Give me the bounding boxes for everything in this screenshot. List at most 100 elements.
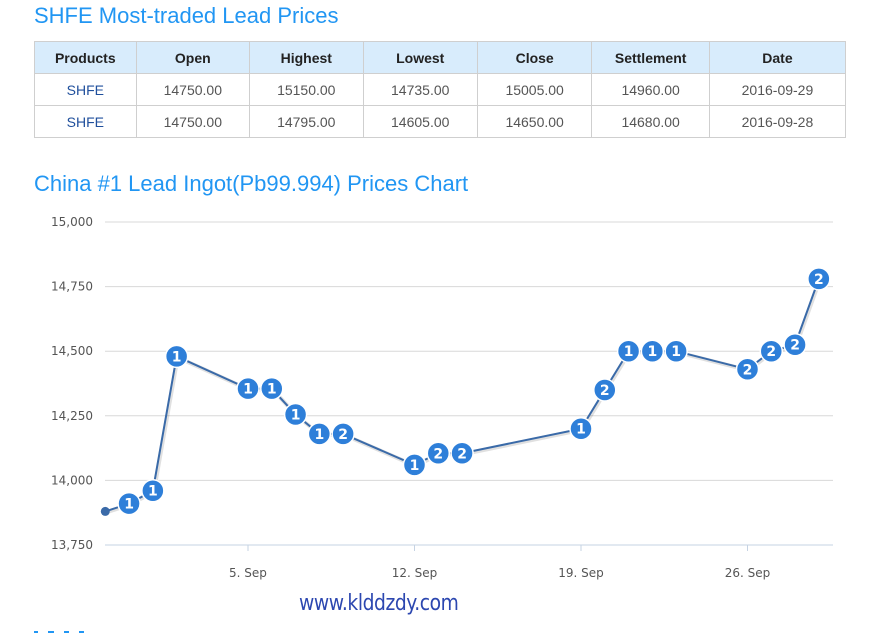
event-flag-1[interactable]: 1: [664, 339, 688, 363]
event-flag-2[interactable]: 2: [759, 339, 784, 363]
watermark: www.klddzdy.com: [299, 591, 459, 616]
flag-label: 2: [457, 446, 467, 462]
col-lowest: Lowest: [362, 41, 478, 74]
cell-open: 14750.00: [135, 73, 251, 106]
event-flag-2[interactable]: 2: [735, 357, 760, 382]
y-tick-label: 14,250: [51, 409, 93, 423]
flag-label: 1: [671, 344, 681, 360]
lead-ingot-chart-title: China #1 Lead Ingot(Pb99.994) Prices Cha…: [34, 171, 469, 196]
flag-circle: [117, 491, 141, 516]
event-flag-1[interactable]: 1: [236, 376, 260, 401]
table-row: SHFE 14750.00 14795.00 14605.00 14650.00…: [34, 105, 847, 138]
chart-gridlines: [105, 221, 833, 546]
event-flag-2[interactable]: 2: [331, 422, 355, 446]
flag-circle: [164, 344, 189, 369]
flag-label: 2: [790, 338, 800, 354]
event-flag-2[interactable]: 2: [783, 332, 807, 357]
event-flag-1[interactable]: 1: [283, 402, 308, 427]
y-tick-label: 14,000: [51, 473, 93, 487]
flag-circle: [783, 332, 807, 357]
point-marker[interactable]: [100, 506, 110, 516]
col-highest: Highest: [249, 41, 364, 74]
flag-circle: [593, 378, 617, 402]
flag-circle: [664, 339, 688, 363]
event-flag-2[interactable]: 2: [807, 267, 831, 291]
event-flag-1[interactable]: 1: [640, 339, 665, 363]
cell-highest: 15150.00: [249, 73, 364, 106]
event-flag-1[interactable]: 1: [260, 376, 284, 401]
flag-label: 1: [576, 422, 586, 438]
col-date: Date: [708, 41, 847, 74]
flag-circle: [260, 376, 284, 401]
flag-label: 2: [743, 362, 753, 378]
cell-lowest: 14735.00: [362, 73, 478, 106]
event-flag-1[interactable]: 1: [164, 344, 189, 369]
flag-label: 2: [433, 446, 443, 462]
flag-label: 1: [314, 427, 324, 443]
event-flag-1[interactable]: 1: [117, 491, 141, 516]
series-line[interactable]: [104, 278, 820, 513]
cell-date: 2016-09-28: [708, 105, 847, 138]
cell-settlement: 14680.00: [591, 105, 710, 138]
col-open: Open: [135, 41, 251, 74]
flag-label: 1: [243, 382, 253, 398]
flag-circle: [640, 339, 665, 363]
cell-close: 14650.00: [476, 105, 593, 138]
col-products: Products: [34, 41, 137, 74]
event-flag-1[interactable]: 1: [307, 422, 332, 446]
flag-label: 1: [148, 484, 158, 500]
flag-label: 1: [124, 497, 134, 513]
x-axis: 5. Sep 12. Sep 19. Sep 26. Sep: [229, 545, 770, 580]
flag-label: 2: [338, 427, 348, 443]
shfe-prices-title: SHFE Most-traded Lead Prices: [34, 3, 339, 28]
event-flag-1[interactable]: 1: [616, 339, 641, 363]
flag-circle: [331, 422, 355, 446]
flag-label: 2: [600, 383, 610, 399]
flag-label: 2: [814, 272, 824, 288]
flag-label: 1: [624, 344, 634, 360]
event-flag-2[interactable]: 2: [426, 441, 451, 466]
x-tick-label: 19. Sep: [558, 566, 604, 580]
cell-highest: 14795.00: [249, 105, 364, 138]
table-header-row: Products Open Highest Lowest Close Settl…: [34, 41, 847, 74]
col-settlement: Settlement: [591, 41, 710, 74]
cell-close: 15005.00: [476, 73, 593, 106]
y-tick-label: 14,500: [51, 344, 93, 358]
flag-circle: [236, 376, 260, 401]
flag-circle: [141, 478, 165, 503]
x-tick-label: 26. Sep: [725, 566, 771, 580]
y-tick-label: 14,750: [51, 280, 93, 294]
flag-circle: [307, 422, 332, 446]
event-flag-2[interactable]: 2: [450, 441, 474, 466]
flag-label: 1: [267, 382, 277, 398]
event-flag-1[interactable]: 1: [141, 478, 165, 503]
flag-label: 1: [410, 458, 420, 474]
x-tick-label: 5. Sep: [229, 566, 267, 580]
y-axis-labels: 13,750 14,000 14,250 14,500 14,750 15,000: [51, 215, 93, 552]
event-flag-2[interactable]: 2: [593, 378, 617, 402]
flag-circle: [735, 357, 760, 382]
series-shadow: [105, 279, 822, 515]
price-chart-svg[interactable]: 13,750 14,000 14,250 14,500 14,750 15,000 5. …: [34, 208, 846, 584]
event-flag-1[interactable]: 1: [402, 453, 427, 477]
shfe-prices-table: Products Open Highest Lowest Close Settl…: [34, 41, 847, 138]
flag-circle: [759, 339, 784, 363]
flag-label: 2: [766, 344, 776, 360]
event-flag-1[interactable]: 1: [569, 416, 593, 441]
cell-product[interactable]: SHFE: [34, 73, 137, 106]
table-row: SHFE 14750.00 15150.00 14735.00 15005.00…: [34, 73, 847, 106]
flag-label: 1: [172, 349, 182, 365]
flag-circle: [283, 402, 308, 427]
flag-label: 1: [291, 408, 301, 424]
x-tick-label: 12. Sep: [392, 566, 438, 580]
cell-product[interactable]: SHFE: [34, 105, 137, 138]
y-tick-label: 15,000: [51, 215, 93, 229]
cell-settlement: 14960.00: [591, 73, 710, 106]
flag-circle: [402, 453, 427, 477]
cell-date: 2016-09-29: [708, 73, 847, 106]
flag-circle: [426, 441, 451, 466]
col-close: Close: [476, 41, 593, 74]
price-chart[interactable]: 13,750 14,000 14,250 14,500 14,750 15,000 5. …: [34, 208, 846, 584]
cell-open: 14750.00: [135, 105, 251, 138]
